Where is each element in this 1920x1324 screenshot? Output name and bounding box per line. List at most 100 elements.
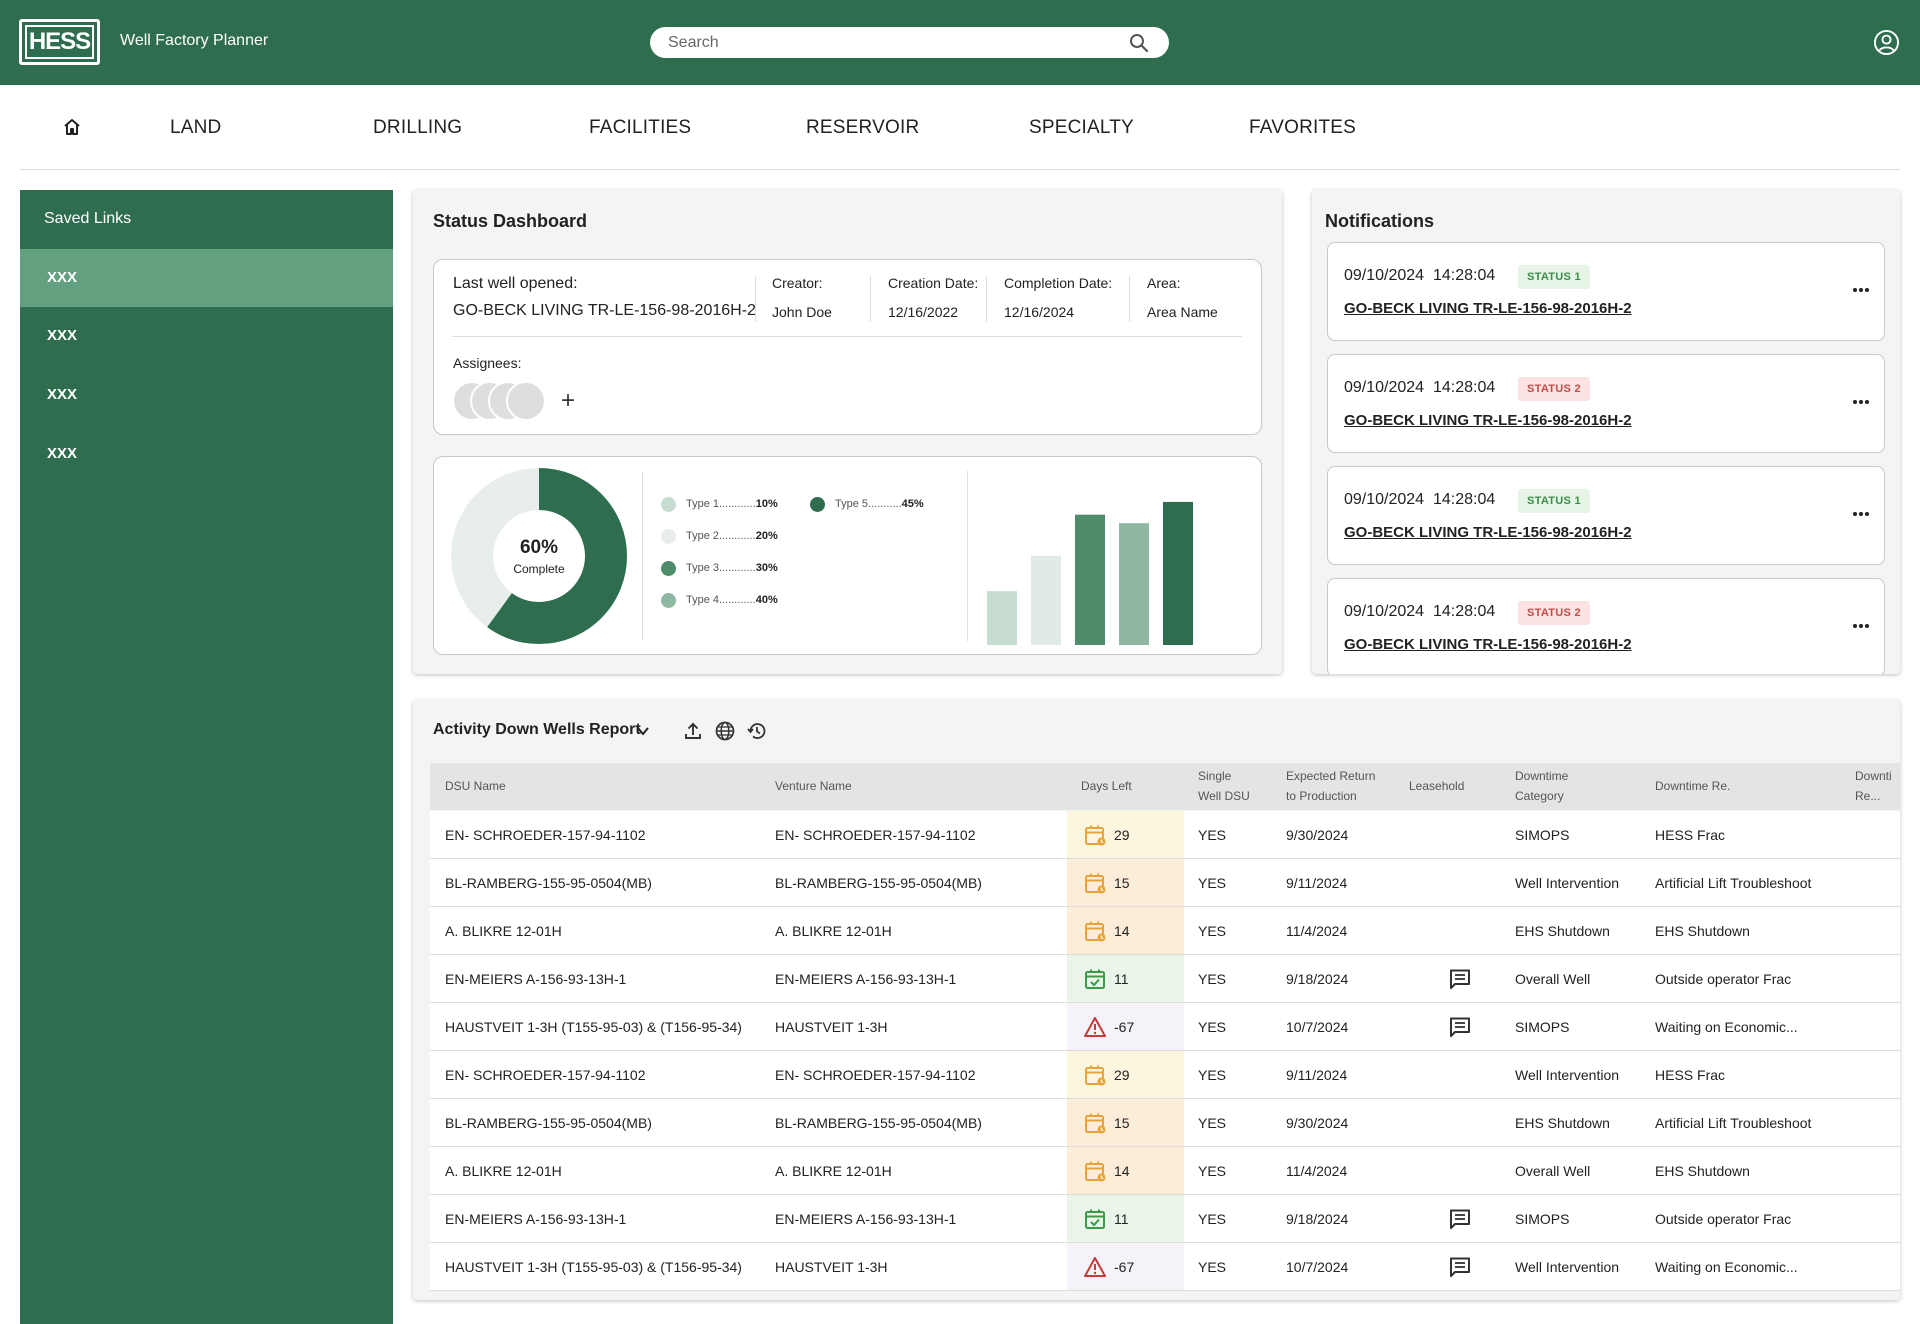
dsu-name-cell[interactable]: BL-RAMBERG-155-95-0504(MB) <box>445 875 652 891</box>
saved-link-item[interactable]: XXX <box>47 327 78 344</box>
column-header-downtime-category[interactable]: Downtime Category <box>1515 766 1568 806</box>
nav-facilities[interactable]: FACILITIES <box>589 117 692 138</box>
saved-link-item[interactable]: XXX <box>47 386 78 403</box>
column-header-downtime-reason-2[interactable]: Downti Re... <box>1855 766 1892 806</box>
notification-well-link[interactable]: GO-BECK LIVING TR-LE-156-98-2016H-2 <box>1344 412 1632 429</box>
divider <box>755 276 756 322</box>
days-left-value: 11 <box>1114 971 1129 987</box>
nav-land[interactable]: LAND <box>170 117 222 138</box>
nav-drilling[interactable]: DRILLING <box>373 117 463 138</box>
divider <box>642 471 643 641</box>
dsu-name-cell[interactable]: EN- SCHROEDER-157-94-1102 <box>445 1067 646 1083</box>
legend-label: Type 5 <box>835 498 869 510</box>
table-row[interactable]: EN-MEIERS A-156-93-13H-1 EN-MEIERS A-156-… <box>430 1195 1900 1243</box>
bar-type-4[interactable] <box>1119 523 1149 645</box>
user-account-icon[interactable] <box>1873 29 1900 56</box>
table-row[interactable]: EN- SCHROEDER-157-94-1102 EN- SCHROEDER-1… <box>430 1051 1900 1099</box>
column-header-expected-return[interactable]: Expected Return to Production <box>1286 766 1375 806</box>
venture-name-cell: BL-RAMBERG-155-95-0504(MB) <box>775 875 982 891</box>
notification-timestamp: 09/10/2024 14:28:04 <box>1344 379 1496 396</box>
notification-well-link[interactable]: GO-BECK LIVING TR-LE-156-98-2016H-2 <box>1344 636 1632 653</box>
bar-chart <box>987 501 1193 645</box>
bar-type-5[interactable] <box>1163 501 1193 645</box>
nav-reservoir[interactable]: RESERVOIR <box>806 117 920 138</box>
dsu-name-cell[interactable]: EN- SCHROEDER-157-94-1102 <box>445 827 646 843</box>
message-icon[interactable] <box>1448 1208 1472 1230</box>
notification-item[interactable]: 09/10/2024 14:28:04 STATUS 1 GO-BECK LIV… <box>1327 466 1885 565</box>
days-left-value: 15 <box>1114 875 1130 891</box>
days-left-cell: 14 <box>1067 907 1184 954</box>
nav-specialty[interactable]: SPECIALTY <box>1029 117 1134 138</box>
more-options-icon[interactable] <box>1852 511 1870 517</box>
bar-type-3[interactable] <box>1075 514 1105 645</box>
dsu-name-cell[interactable]: HAUSTVEIT 1-3H (T155-95-03) & (T156-95-3… <box>445 1259 742 1275</box>
column-header-single-well-dsu[interactable]: Single Well DSU <box>1198 766 1250 806</box>
notification-item[interactable]: 09/10/2024 14:28:04 STATUS 2 GO-BECK LIV… <box>1327 354 1885 453</box>
more-options-icon[interactable] <box>1852 399 1870 405</box>
saved-link-item[interactable]: XXX <box>20 249 393 307</box>
column-header-line: Re... <box>1855 789 1881 803</box>
table-row[interactable]: HAUSTVEIT 1-3H (T155-95-03) & (T156-95-3… <box>430 1003 1900 1051</box>
legend-dots: ............ <box>719 498 756 510</box>
notification-item[interactable]: 09/10/2024 14:28:04 STATUS 2 GO-BECK LIV… <box>1327 578 1885 674</box>
more-options-icon[interactable] <box>1852 623 1870 629</box>
bar-type-1[interactable] <box>987 591 1017 645</box>
column-header-downtime-reason[interactable]: Downtime Re. <box>1655 779 1731 793</box>
dsu-name-cell[interactable]: A. BLIKRE 12-01H <box>445 1163 562 1179</box>
report-title[interactable]: Activity Down Wells Report <box>433 721 641 738</box>
column-header-dsu-name[interactable]: DSU Name <box>445 779 506 793</box>
status-badge: STATUS 1 <box>1518 265 1590 289</box>
last-well-link[interactable]: GO-BECK LIVING TR-LE-156-98-2016H-2 <box>453 302 756 319</box>
globe-icon[interactable] <box>714 720 736 742</box>
chevron-down-icon[interactable] <box>635 723 651 739</box>
column-header-days-left[interactable]: Days Left <box>1081 779 1132 793</box>
calendar-clock-icon <box>1085 921 1106 942</box>
message-icon[interactable] <box>1448 968 1472 990</box>
dsu-name-cell[interactable]: A. BLIKRE 12-01H <box>445 923 562 939</box>
table-row[interactable]: BL-RAMBERG-155-95-0504(MB) BL-RAMBERG-155… <box>430 859 1900 907</box>
table-row[interactable]: EN- SCHROEDER-157-94-1102 EN- SCHROEDER-1… <box>430 811 1900 859</box>
table-row[interactable]: EN-MEIERS A-156-93-13H-1 EN-MEIERS A-156-… <box>430 955 1900 1003</box>
dsu-name-cell[interactable]: EN-MEIERS A-156-93-13H-1 <box>445 1211 627 1227</box>
expected-return-cell: 9/11/2024 <box>1286 875 1348 891</box>
divider <box>1129 276 1130 322</box>
home-icon[interactable] <box>62 117 82 137</box>
creator-value: John Doe <box>772 304 832 320</box>
history-icon[interactable] <box>746 720 768 742</box>
calendar-clock-icon <box>1085 1161 1106 1182</box>
warning-triangle-icon <box>1084 1017 1106 1037</box>
bar-type-2[interactable] <box>1031 555 1061 645</box>
table-row[interactable]: HAUSTVEIT 1-3H (T155-95-03) & (T156-95-3… <box>430 1243 1900 1291</box>
days-left-cell: 14 <box>1067 1147 1184 1194</box>
column-header-venture-name[interactable]: Venture Name <box>775 779 852 793</box>
status-dashboard-card: Status Dashboard Last well opened: GO-BE… <box>413 190 1282 674</box>
nav-favorites[interactable]: FAVORITES <box>1249 117 1357 138</box>
assignee-avatar[interactable] <box>506 381 546 421</box>
add-assignee-plus-icon[interactable]: + <box>561 387 576 414</box>
calendar-check-icon <box>1085 969 1105 989</box>
dsu-name-cell[interactable]: HAUSTVEIT 1-3H (T155-95-03) & (T156-95-3… <box>445 1019 742 1035</box>
message-icon[interactable] <box>1448 1256 1472 1278</box>
dsu-name-cell[interactable]: BL-RAMBERG-155-95-0504(MB) <box>445 1115 652 1131</box>
search-bar[interactable] <box>650 27 1169 58</box>
downtime-category-cell: Well Intervention <box>1515 1067 1620 1083</box>
upload-icon[interactable] <box>682 720 704 742</box>
column-header-line: Downtime <box>1515 769 1569 783</box>
hess-logo[interactable]: HESS <box>19 19 100 65</box>
dsu-name-cell[interactable]: EN-MEIERS A-156-93-13H-1 <box>445 971 627 987</box>
search-icon[interactable] <box>1129 33 1149 53</box>
donut-label: Complete <box>513 561 565 576</box>
table-row[interactable]: A. BLIKRE 12-01H A. BLIKRE 12-01H 14 YES 11/… <box>430 1147 1900 1195</box>
saved-link-item[interactable]: XXX <box>47 445 78 462</box>
notification-well-link[interactable]: GO-BECK LIVING TR-LE-156-98-2016H-2 <box>1344 524 1632 541</box>
notification-item[interactable]: 09/10/2024 14:28:04 STATUS 1 GO-BECK LIV… <box>1327 242 1885 341</box>
column-header-leasehold[interactable]: Leasehold <box>1409 779 1465 793</box>
notification-well-link[interactable]: GO-BECK LIVING TR-LE-156-98-2016H-2 <box>1344 300 1632 317</box>
more-options-icon[interactable] <box>1852 287 1870 293</box>
search-input[interactable] <box>668 27 1108 58</box>
message-icon[interactable] <box>1448 1016 1472 1038</box>
calendar-clock-icon <box>1085 1113 1106 1134</box>
table-row[interactable]: BL-RAMBERG-155-95-0504(MB) BL-RAMBERG-155… <box>430 1099 1900 1147</box>
days-left-value: -67 <box>1114 1019 1135 1035</box>
table-row[interactable]: A. BLIKRE 12-01H A. BLIKRE 12-01H 14 YES 11/… <box>430 907 1900 955</box>
